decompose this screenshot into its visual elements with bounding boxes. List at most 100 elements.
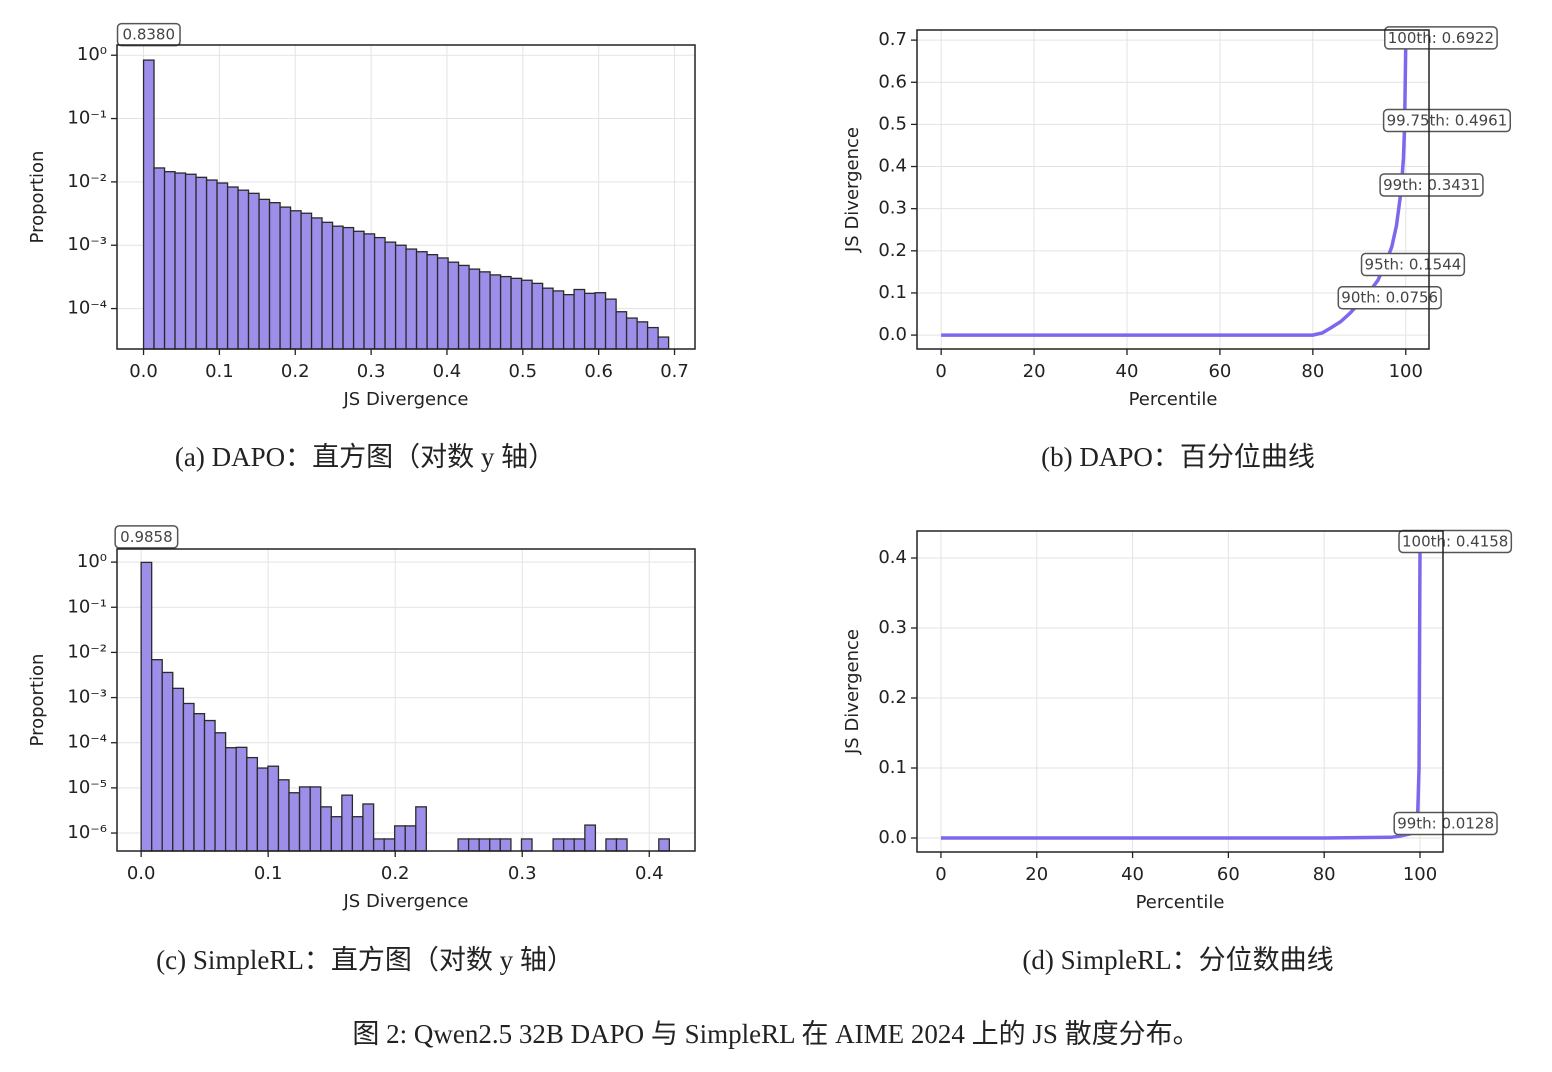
bar xyxy=(510,277,523,350)
bar xyxy=(247,192,260,350)
bar xyxy=(224,747,237,852)
bar xyxy=(520,279,533,350)
bar xyxy=(258,198,271,350)
annotation: 100th: 0.4158 xyxy=(1402,532,1508,550)
bar xyxy=(594,292,607,350)
bar xyxy=(499,275,512,350)
y-tick-label: 10⁻¹ xyxy=(67,596,107,617)
x-tick-label: 0.1 xyxy=(254,863,283,884)
y-tick-label: 0.2 xyxy=(878,240,907,261)
y-axis-label: Proportion xyxy=(27,654,48,747)
subcaption: (d) SimpleRL：分位数曲线 xyxy=(1022,945,1333,975)
x-tick-label: 40 xyxy=(1116,361,1139,382)
bar xyxy=(478,271,491,350)
annotation: 99.75th: 0.4961 xyxy=(1387,112,1508,130)
bar xyxy=(457,264,470,350)
bar xyxy=(184,173,197,350)
bar xyxy=(246,756,259,852)
bar xyxy=(373,236,386,350)
line xyxy=(940,546,1422,840)
bar xyxy=(583,292,596,350)
bar xyxy=(552,290,565,350)
bar xyxy=(384,241,397,350)
x-tick-label: 100 xyxy=(1389,361,1423,382)
bar xyxy=(193,713,206,852)
bar xyxy=(321,221,334,350)
bar xyxy=(341,794,354,852)
y-tick-label: 0.3 xyxy=(878,617,907,638)
y-tick-label: 0.4 xyxy=(878,547,907,568)
line xyxy=(941,43,1408,337)
x-tick-label: 0.3 xyxy=(508,863,537,884)
bar xyxy=(351,816,364,852)
bar xyxy=(573,288,586,350)
x-tick-label: 100 xyxy=(1403,864,1437,885)
plot-frame xyxy=(916,29,1430,350)
bar xyxy=(310,217,323,350)
bar xyxy=(489,274,502,350)
x-tick-label: 20 xyxy=(1025,864,1048,885)
annotation: 0.9858 xyxy=(120,528,173,546)
plot-frame xyxy=(116,548,696,852)
y-tick-label: 10⁻¹ xyxy=(67,108,107,129)
x-tick-label: 0.5 xyxy=(508,361,537,382)
bar xyxy=(615,311,628,350)
bar xyxy=(277,779,290,852)
bar xyxy=(298,786,311,852)
bar xyxy=(415,251,428,350)
bar xyxy=(499,838,512,852)
annotation-box xyxy=(1382,108,1511,133)
x-tick-label: 60 xyxy=(1217,864,1240,885)
x-tick-label: 0.4 xyxy=(635,863,664,884)
bar xyxy=(436,257,449,350)
annotation-box xyxy=(1337,285,1442,310)
bar xyxy=(195,176,208,350)
bar xyxy=(214,732,227,852)
subcaption: (b) DAPO：百分位曲线 xyxy=(1041,442,1315,472)
annotation: 95th: 0.1544 xyxy=(1365,256,1462,274)
bar xyxy=(267,765,280,852)
bar xyxy=(520,838,533,852)
bar xyxy=(161,671,174,852)
y-tick-label: 10⁻⁶ xyxy=(67,822,107,843)
x-tick-label: 80 xyxy=(1313,864,1336,885)
x-axis-label: Percentile xyxy=(1129,389,1218,410)
bar xyxy=(625,317,638,350)
x-tick-label: 0.3 xyxy=(357,361,386,382)
figure-caption: 图 2: Qwen2.5 32B DAPO 与 SimpleRL 在 AIME … xyxy=(352,1019,1199,1049)
bar xyxy=(362,803,375,852)
bar xyxy=(279,206,292,350)
x-tick-label: 60 xyxy=(1208,361,1231,382)
y-axis-label: Proportion xyxy=(27,151,48,244)
bar xyxy=(405,248,418,350)
y-tick-label: 0.3 xyxy=(878,198,907,219)
bar xyxy=(256,767,269,852)
annotation-box xyxy=(1393,811,1498,836)
plot-frame xyxy=(916,530,1444,853)
bar xyxy=(352,230,365,350)
x-tick-label: 0.0 xyxy=(129,361,158,382)
bar xyxy=(300,212,313,350)
bar xyxy=(415,806,427,852)
bar xyxy=(426,254,439,350)
bar xyxy=(467,838,480,852)
y-axis-label: JS Divergence xyxy=(842,629,863,755)
bar xyxy=(203,719,216,852)
y-tick-label: 10⁻³ xyxy=(67,234,107,255)
bar xyxy=(331,225,344,350)
annotation: 90th: 0.0756 xyxy=(1341,289,1438,307)
annotation: 99th: 0.3431 xyxy=(1383,176,1480,194)
bar xyxy=(205,179,218,350)
bar xyxy=(289,210,302,350)
y-tick-label: 0.1 xyxy=(878,282,907,303)
bar xyxy=(646,326,659,350)
y-tick-label: 10⁻² xyxy=(67,171,107,192)
bar xyxy=(394,825,406,852)
annotation: 100th: 0.6922 xyxy=(1388,29,1494,47)
y-tick-label: 10⁻⁴ xyxy=(67,732,107,753)
annotation-box xyxy=(1398,529,1513,554)
y-tick-label: 0.1 xyxy=(878,757,907,778)
bar xyxy=(216,182,229,350)
bar xyxy=(562,293,575,350)
